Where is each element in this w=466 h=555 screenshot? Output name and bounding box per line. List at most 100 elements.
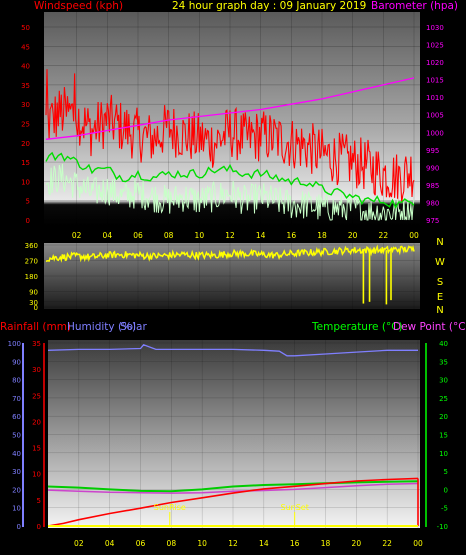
temp-x-tick: 06 bbox=[136, 539, 146, 548]
barometer-y-tick: 1020 bbox=[426, 59, 444, 67]
compass-letter: W bbox=[435, 257, 445, 268]
humidity-y-tick: 100 bbox=[8, 340, 21, 348]
barometer-y-tick: 1000 bbox=[426, 129, 444, 137]
temperature-y-tick: -10 bbox=[437, 523, 448, 531]
temperature-y-tick: 0 bbox=[444, 486, 448, 494]
wind-x-tick: 16 bbox=[287, 231, 297, 240]
wind-x-tick: 18 bbox=[317, 231, 327, 240]
wind-y-tick: 20 bbox=[21, 140, 30, 148]
direction-y-tick: 180 bbox=[25, 273, 38, 281]
compass-letter: N bbox=[436, 305, 443, 316]
barometer-y-tick: 1015 bbox=[426, 77, 444, 85]
temperature-label: Temperature (°C) bbox=[312, 321, 403, 333]
direction-y-tick: 0 bbox=[34, 304, 38, 312]
barometer-y-tick: 1005 bbox=[426, 112, 444, 120]
solar-label: Solar bbox=[120, 321, 147, 333]
humidity-y-tick: 80 bbox=[12, 377, 21, 385]
rainfall-y-tick: 10 bbox=[32, 471, 41, 479]
temp-x-tick: 16 bbox=[290, 539, 300, 548]
rainfall-y-tick: 5 bbox=[37, 497, 41, 505]
wind-ten-minute-line bbox=[45, 151, 415, 209]
humidity-y-tick: 60 bbox=[12, 413, 21, 421]
wind-x-tick: 12 bbox=[225, 231, 235, 240]
wind-y-tick: 0 bbox=[26, 217, 30, 225]
wind-x-tick: 22 bbox=[379, 231, 389, 240]
compass-letter: N bbox=[436, 237, 443, 248]
humidity-y-tick: 10 bbox=[12, 505, 21, 513]
windspeed-label: Windspeed (kph) bbox=[34, 0, 124, 12]
temperature-y-tick: 20 bbox=[439, 413, 448, 421]
temperature-y-tick: 15 bbox=[439, 432, 448, 440]
wind-x-tick: 04 bbox=[103, 231, 113, 240]
wind-y-tick: 50 bbox=[21, 24, 30, 32]
wind-x-tick: 20 bbox=[348, 231, 358, 240]
rainfall-y-tick: 20 bbox=[32, 418, 41, 426]
sun-annotation: SunSet bbox=[280, 503, 308, 512]
wind-y-tick: 15 bbox=[21, 159, 30, 167]
barometer-label: Barometer (hpa) bbox=[371, 0, 459, 12]
direction-y-tick: 270 bbox=[25, 258, 38, 266]
temperature-y-tick: 25 bbox=[439, 395, 448, 403]
direction-y-tick: 90 bbox=[29, 289, 38, 297]
direction-y-tick: 30 bbox=[29, 299, 38, 307]
wind-direction-line bbox=[45, 244, 415, 263]
rainfall-y-tick: 30 bbox=[32, 366, 41, 374]
humidity-y-tick: 50 bbox=[12, 432, 21, 440]
humidity-line bbox=[47, 344, 418, 357]
wind-y-tick: 40 bbox=[21, 63, 30, 71]
barometer-y-tick: 1025 bbox=[426, 42, 444, 50]
temperature-y-tick: 10 bbox=[439, 450, 448, 458]
rainfall-y-tick: 0 bbox=[37, 523, 41, 531]
temp-x-tick: 00 bbox=[413, 539, 423, 548]
humidity-y-tick: 20 bbox=[12, 486, 21, 494]
humidity-y-tick: 30 bbox=[12, 468, 21, 476]
wind-y-tick: 35 bbox=[21, 82, 30, 90]
humidity-label: Humidity (%) bbox=[67, 321, 137, 333]
humidity-y-tick: 0 bbox=[17, 523, 21, 531]
temp-x-tick: 08 bbox=[167, 539, 177, 548]
wind-y-tick: 30 bbox=[21, 101, 30, 109]
temperature-y-tick: 5 bbox=[444, 468, 448, 476]
wind-x-tick: 00 bbox=[409, 231, 419, 240]
dewpoint-line bbox=[47, 482, 419, 494]
temperature-y-tick: 35 bbox=[439, 358, 448, 366]
temp-x-tick: 14 bbox=[259, 539, 269, 548]
wind-y-tick: 10 bbox=[21, 178, 30, 186]
compass-letter: S bbox=[437, 277, 443, 288]
temperature-line bbox=[47, 480, 419, 493]
barometer-y-tick: 985 bbox=[426, 182, 439, 190]
sun-annotation: SunRise bbox=[154, 503, 186, 512]
compass-letter: E bbox=[437, 292, 443, 303]
wind-x-tick: 08 bbox=[164, 231, 174, 240]
temp-x-tick: 18 bbox=[321, 539, 331, 548]
humidity-y-tick: 70 bbox=[12, 395, 21, 403]
temperature-y-tick: 30 bbox=[439, 377, 448, 385]
rainfall-y-tick: 25 bbox=[32, 392, 41, 400]
rainfall-y-tick: 15 bbox=[32, 445, 41, 453]
temp-x-tick: 20 bbox=[352, 539, 362, 548]
temp-plot-area bbox=[48, 340, 420, 528]
wind-y-tick: 5 bbox=[26, 198, 30, 206]
barometer-y-tick: 980 bbox=[426, 199, 439, 207]
chart-title: 24 hour graph day : 09 January 2019 bbox=[172, 0, 367, 12]
temp-x-tick: 10 bbox=[197, 539, 207, 548]
humidity-y-tick: 90 bbox=[12, 358, 21, 366]
direction-y-tick: 360 bbox=[25, 242, 38, 250]
barometer-y-tick: 1010 bbox=[426, 94, 444, 102]
wind-x-tick: 02 bbox=[72, 231, 82, 240]
wind-x-tick: 14 bbox=[256, 231, 266, 240]
temp-x-tick: 02 bbox=[74, 539, 84, 548]
barometer-y-tick: 1030 bbox=[426, 24, 444, 32]
barometer-y-tick: 995 bbox=[426, 147, 439, 155]
humidity-y-tick: 40 bbox=[12, 450, 21, 458]
temperature-y-tick: 40 bbox=[439, 340, 448, 348]
rainfall-label: Rainfall (mm) bbox=[0, 321, 72, 333]
barometer-y-tick: 975 bbox=[426, 217, 439, 225]
wind-y-tick: 45 bbox=[21, 43, 30, 51]
wind-y-tick: 25 bbox=[21, 121, 30, 129]
wind-gust-line bbox=[45, 69, 415, 203]
temp-x-tick: 12 bbox=[228, 539, 238, 548]
temp-x-tick: 22 bbox=[382, 539, 392, 548]
barometer-y-tick: 990 bbox=[426, 164, 439, 172]
